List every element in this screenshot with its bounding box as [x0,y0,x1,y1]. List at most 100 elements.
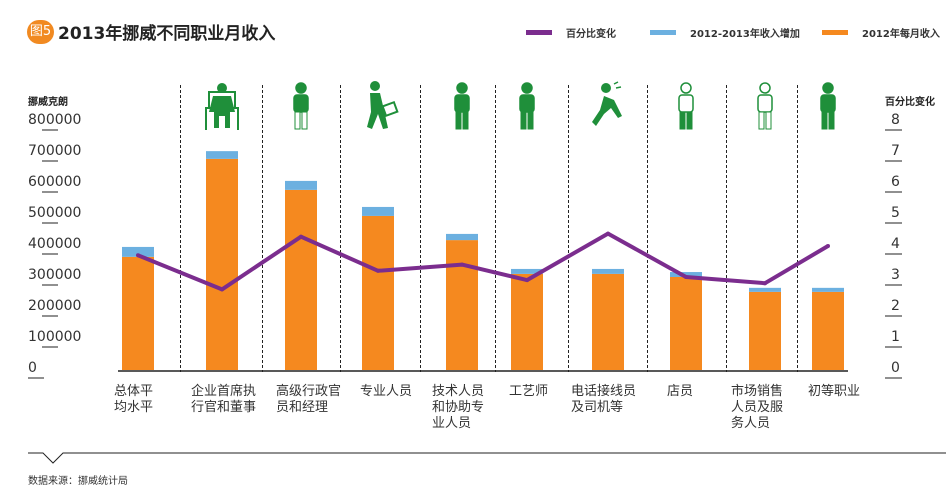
right-axis-title: 百分比变化 [885,97,935,108]
category-label: 初等职业 [808,384,861,399]
legend-item-percent: 百分比变化 [526,25,616,40]
percent-change-point [220,287,224,292]
craftsman-icon [521,82,533,94]
legend-label: 百分比变化 [566,29,616,40]
shop-assistant-icon-torso [678,94,694,113]
elementary-worker-icon-leg [828,111,835,130]
left-tick-label: 700000 [28,143,82,159]
technician-icon-torso [454,94,470,113]
right-tick-label: 7 [891,143,900,159]
percent-change-point [136,253,140,258]
bar-2012-income [592,273,624,370]
category-label: 市场销售 人员及服 务人员 [731,384,784,431]
right-tick-label: 1 [891,329,900,345]
craftsman-icon-leg [520,111,527,130]
shop-assistant-icon [680,82,692,94]
shop-assistant-icon-leg [679,111,686,130]
briefcase-icon [381,100,399,118]
left-axis-title: 挪威克朗 [28,97,68,108]
elementary-worker-icon [822,82,834,94]
category-label: 工艺师 [509,384,549,399]
bar-income-increase [670,272,702,277]
bar-income-increase [592,268,624,274]
percent-change-point [525,278,529,283]
bar-2012-income [285,189,317,370]
sales-service-icon-leg [758,111,765,130]
bar-income-increase [206,151,238,159]
left-tick-label: 400000 [28,236,82,252]
left-tick-label: 500000 [28,205,82,221]
chart-title: 2013年挪威不同职业月收入 [58,24,276,44]
elementary-worker-icon-leg [821,111,828,130]
bar-income-increase [749,287,781,292]
percent-change-point [684,275,688,279]
manager-icon-leg [301,111,308,130]
manager-icon-leg [294,111,301,130]
right-tick-label: 5 [891,205,900,221]
technician-icon [456,82,468,94]
category-label: 企业首席执 行官和董事 [191,384,257,415]
manager-icon-torso [293,94,309,113]
right-tick-label: 6 [891,174,900,190]
bar-income-increase [812,287,844,292]
legend-item-income: 2012年每月收入 [822,25,940,40]
left-tick-label: 800000 [28,112,82,128]
elementary-worker-icon-torso [820,94,836,113]
right-tick-label: 3 [891,267,900,283]
sales-service-icon [759,82,771,94]
running-operator-icon-motion [613,81,622,89]
right-tick-label: 4 [891,236,900,252]
technician-icon-leg [462,111,469,130]
category-label: 专业人员 [360,384,413,399]
manager-icon [295,82,307,94]
percent-change-point [826,244,830,248]
percent-change-line [137,231,830,292]
sales-service-icon-leg [765,111,772,130]
running-operator-icon-body [592,96,622,126]
bar-income-increase [285,180,317,190]
legend-swatch [526,30,552,35]
walking-professional-icon-body [367,93,388,129]
category-label: 店员 [667,384,694,399]
bar-2012-income [670,277,702,370]
legend-item-increase: 2012-2013年收入增加 [650,25,800,40]
bar-income-increase [362,206,394,216]
percent-change-point [606,231,610,236]
seated-executive-icon-head [217,83,227,93]
craftsman-icon-leg [527,111,534,130]
category-label: 高级行政官 员和经理 [276,384,342,415]
category-label: 电话接线员 及司机等 [571,384,637,415]
percent-change-point [763,281,767,286]
bar-2012-income [362,215,394,370]
sales-service-icon-torso [757,94,773,113]
bar-income-increase [122,246,154,257]
craftsman-icon-torso [519,94,535,113]
bar-2012-income [122,256,154,370]
right-tick-label: 0 [891,360,900,376]
running-operator-icon [601,83,611,93]
right-tick-label: 2 [891,298,900,314]
right-tick-label: 8 [891,112,900,128]
left-tick-label: 600000 [28,174,82,190]
figure-badge: 图5 [27,20,54,44]
category-label: 技术人员 和协助专 业人员 [432,384,485,431]
legend-label: 2012-2013年收入增加 [690,29,800,40]
shop-assistant-icon-leg [686,111,693,130]
footer-divider [28,452,946,464]
bar-income-increase [446,233,478,241]
left-tick-label: 200000 [28,298,82,314]
legend-swatch [650,30,676,35]
percent-change-point [299,234,303,239]
legend-label: 2012年每月收入 [862,29,940,40]
percent-change-point [460,262,464,267]
bar-2012-income [511,273,543,370]
left-tick-label: 0 [28,360,37,376]
bar-2012-income [812,291,844,370]
seated-executive-icon-body [209,96,235,128]
category-label: 总体平 均水平 [114,384,154,415]
bar-2012-income [446,240,478,370]
data-source: 数据来源：挪威统计局 [28,476,128,487]
percent-change-point [376,268,380,273]
technician-icon-leg [455,111,462,130]
